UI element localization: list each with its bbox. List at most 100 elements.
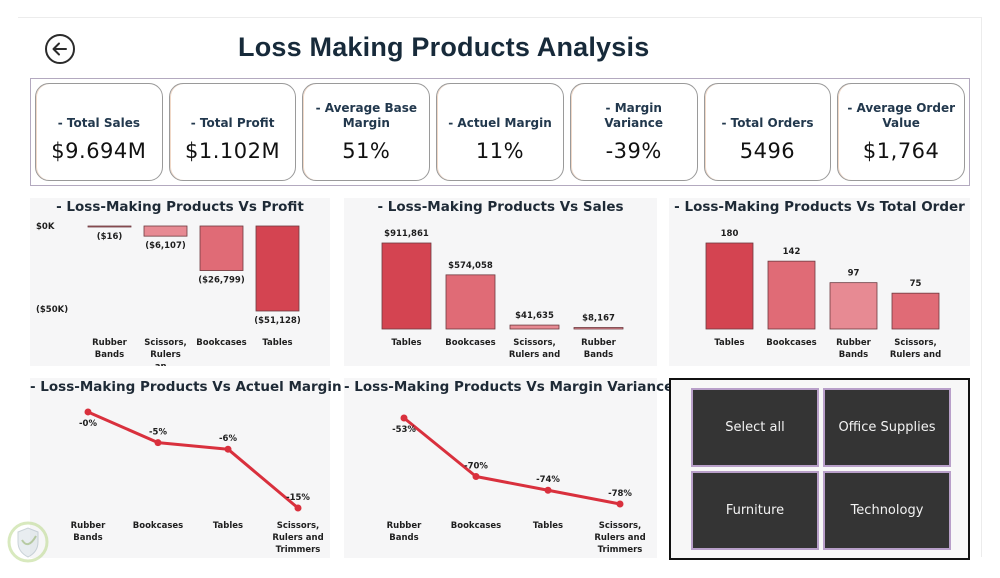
chart-svg: -0% Rubber Bands -5% Bookcases -6% Tables -15% S… bbox=[71, 408, 324, 555]
data-label: ($26,799) bbox=[198, 276, 245, 286]
data-label: $8,167 bbox=[582, 314, 615, 324]
category-label-3: Scissors,Rulers and... bbox=[890, 338, 941, 366]
kpi-label: - Margin Variance bbox=[604, 101, 664, 130]
category-label-0: Rubber Bands bbox=[387, 521, 423, 543]
bar[interactable] bbox=[767, 260, 816, 330]
category-label-3: Scissors, Rulers and Trimmers bbox=[272, 521, 323, 555]
data-point[interactable] bbox=[616, 500, 624, 508]
chart-title: - Loss-Making Products Vs Sales bbox=[377, 199, 624, 215]
chart-total-order[interactable]: - Loss-Making Products Vs Total Order 18… bbox=[669, 198, 970, 366]
back-button[interactable] bbox=[45, 34, 75, 64]
data-label: ($6,107) bbox=[145, 241, 186, 251]
bar[interactable] bbox=[87, 225, 132, 228]
slicer-option-office-supplies[interactable]: Office Supplies bbox=[823, 388, 951, 467]
category-label-3: Rubber Bands bbox=[581, 338, 617, 360]
category-label-1: Bookcases bbox=[766, 338, 816, 348]
kpi-value: $1.102M bbox=[185, 139, 281, 163]
chart-actual-margin[interactable]: - Loss-Making Products Vs Actuel Margin … bbox=[30, 378, 342, 558]
data-label: -74% bbox=[536, 475, 560, 485]
data-label: 97 bbox=[848, 269, 860, 279]
category-slicer: Select all Office Supplies Furniture Tec… bbox=[669, 378, 970, 560]
category-label-1: Bookcases bbox=[445, 338, 495, 348]
data-label: 142 bbox=[783, 247, 801, 257]
bar[interactable] bbox=[143, 225, 188, 237]
data-label: -70% bbox=[464, 461, 488, 471]
category-label-2: Tables bbox=[533, 521, 563, 531]
kpi-label: - Total Sales bbox=[57, 116, 140, 130]
chart-title: - Loss-Making Products Vs Profit bbox=[56, 199, 304, 215]
data-point[interactable] bbox=[84, 408, 92, 416]
category-label-2: Scissors,Rulers and... bbox=[509, 338, 560, 366]
chart-margin-variance[interactable]: - Loss-Making Products Vs Margin Varianc… bbox=[344, 378, 674, 558]
data-label: $574,058 bbox=[448, 261, 493, 271]
category-label-0: Rubber Bands bbox=[92, 338, 128, 360]
watermark-logo-icon bbox=[7, 521, 49, 563]
kpi-value: 5496 bbox=[739, 139, 796, 163]
bar[interactable] bbox=[829, 282, 878, 330]
category-label-2: Bookcases bbox=[196, 338, 246, 348]
category-label-0: Rubber Bands bbox=[71, 521, 107, 543]
kpi-label: - Total Orders bbox=[721, 116, 814, 130]
kpi-label: - Actuel Margin bbox=[448, 116, 552, 130]
category-label-1: Bookcases bbox=[451, 521, 501, 531]
slicer-option-technology[interactable]: Technology bbox=[823, 471, 951, 550]
bar[interactable] bbox=[573, 327, 624, 330]
category-label-1: Scissors,Rulersan... bbox=[144, 338, 187, 366]
kpi-value: 11% bbox=[475, 139, 525, 163]
bar[interactable] bbox=[891, 292, 940, 330]
page-title: Loss Making Products Analysis bbox=[238, 32, 650, 62]
kpi-value: $1,764 bbox=[862, 139, 940, 163]
data-label: -53% bbox=[392, 425, 416, 435]
data-label: -0% bbox=[79, 419, 97, 429]
data-point[interactable] bbox=[224, 445, 232, 453]
y-tick-label: ($50K) bbox=[36, 305, 68, 315]
category-label-2: Rubber Bands bbox=[836, 338, 872, 360]
data-point[interactable] bbox=[154, 439, 162, 447]
data-label: -6% bbox=[219, 434, 237, 444]
chart-sales[interactable]: - Loss-Making Products Vs Sales $911,861… bbox=[344, 198, 657, 366]
category-label-2: Tables bbox=[213, 521, 243, 531]
bar[interactable] bbox=[705, 242, 754, 330]
kpi-card-average-base-margin: - Average Base Margin 51% bbox=[302, 83, 431, 181]
category-label-3: Tables bbox=[262, 338, 292, 348]
kpi-value: 51% bbox=[342, 139, 391, 163]
data-point[interactable] bbox=[400, 414, 408, 422]
chart-title: - Loss-Making Products Vs Actuel Margin bbox=[30, 379, 342, 395]
bar[interactable] bbox=[381, 242, 432, 330]
data-point[interactable] bbox=[472, 472, 480, 480]
chart-title: - Loss-Making Products Vs Total Order bbox=[674, 199, 965, 215]
category-label-0: Tables bbox=[714, 338, 744, 348]
chart-svg: $0K ($50K) ($16) Rubber Bands ($6,107) Scissor… bbox=[36, 222, 301, 366]
report-canvas bbox=[18, 17, 982, 557]
kpi-value: $9.694M bbox=[51, 139, 147, 163]
kpi-card-margin-variance: - Margin Variance -39% bbox=[569, 83, 698, 181]
category-label-0: Tables bbox=[391, 338, 421, 348]
chart-profit[interactable]: - Loss-Making Products Vs Profit $0K ($50… bbox=[30, 198, 330, 366]
chart-svg: 180 Tables 142 Bookcases 97 Rubber Bands 75 Scis… bbox=[705, 229, 941, 366]
data-label: -15% bbox=[286, 493, 310, 503]
slicer-option-select-all[interactable]: Select all bbox=[691, 388, 819, 467]
data-point[interactable] bbox=[294, 504, 302, 512]
data-label: -78% bbox=[608, 489, 632, 499]
data-label: 75 bbox=[910, 279, 922, 289]
bar[interactable] bbox=[509, 324, 560, 330]
chart-svg: $911,861 Tables $574,058 Bookcases $41,635 Sc… bbox=[381, 229, 624, 366]
bar[interactable] bbox=[445, 274, 496, 330]
kpi-label: - Average Order Value bbox=[847, 101, 955, 130]
kpi-card-total-sales: - Total Sales $9.694M bbox=[35, 83, 163, 181]
bar[interactable] bbox=[199, 225, 244, 271]
slicer-option-furniture[interactable]: Furniture bbox=[691, 471, 819, 550]
data-point[interactable] bbox=[544, 486, 552, 494]
bar[interactable] bbox=[255, 225, 300, 312]
data-label: -5% bbox=[149, 428, 167, 438]
category-label-3: Scissors, Rulers and Trimmers bbox=[594, 521, 645, 555]
kpi-label: - Average Base Margin bbox=[315, 101, 418, 130]
data-label: ($51,128) bbox=[254, 316, 301, 326]
kpi-value: -39% bbox=[605, 139, 662, 163]
data-label: $911,861 bbox=[384, 229, 429, 239]
category-label-1: Bookcases bbox=[133, 521, 183, 531]
series-line bbox=[403, 416, 621, 506]
kpi-label: - Total Profit bbox=[190, 116, 275, 130]
chart-title: - Loss-Making Products Vs Margin Varianc… bbox=[344, 379, 674, 395]
series-line bbox=[87, 410, 299, 510]
